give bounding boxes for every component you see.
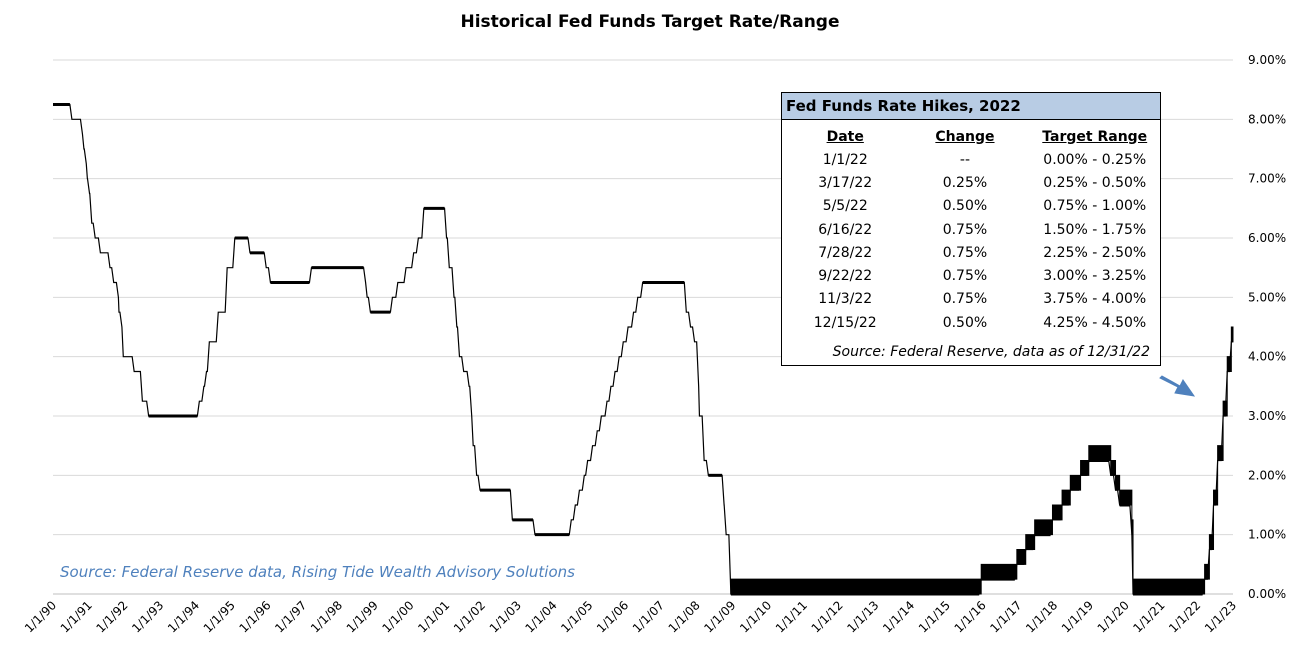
rate-hikes-table: Date Change Target Range 1/1/22 -- 0.00% -…	[790, 125, 1160, 334]
x-tick-label: 1/1/95	[201, 598, 238, 635]
cell-change: 0.50%	[942, 198, 988, 215]
x-tick-label: 1/1/91	[58, 598, 95, 635]
rate-hikes-table-box: Fed Funds Rate Hikes, 2022 Date Change T…	[781, 92, 1161, 366]
table-row: 6/16/22 0.75% 1.50% - 1.75%	[790, 218, 1160, 241]
cell-range: 3.75% - 4.00%	[1043, 291, 1147, 308]
x-tick-label: 1/1/06	[594, 598, 631, 635]
cell-change: 0.75%	[942, 221, 988, 238]
cell-change: 0.75%	[942, 268, 988, 285]
y-tick-label: 4.00%	[1248, 350, 1286, 364]
x-tick-label: 1/1/93	[129, 598, 166, 635]
x-tick-label: 1/1/07	[630, 598, 667, 635]
header-date: Date	[826, 128, 864, 145]
cell-change: 0.75%	[942, 244, 988, 261]
x-tick-label: 1/1/01	[415, 598, 452, 635]
y-tick-label: 5.00%	[1248, 290, 1286, 304]
x-tick-label: 1/1/09	[701, 598, 738, 635]
x-tick-label: 1/1/92	[93, 598, 130, 635]
table-header-row: Date Change Target Range	[790, 125, 1160, 148]
cell-date: 9/22/22	[818, 268, 873, 285]
y-tick-label: 8.00%	[1248, 112, 1286, 126]
pointer-arrow-icon	[1159, 375, 1196, 397]
x-tick-label: 1/1/15	[916, 598, 953, 635]
cell-date: 5/5/22	[822, 198, 868, 215]
y-tick-label: 3.00%	[1248, 409, 1286, 423]
rate-hikes-source: Source: Federal Reserve, data as of 12/3…	[832, 344, 1150, 360]
cell-change: 0.25%	[942, 174, 988, 191]
y-tick-label: 1.00%	[1248, 528, 1286, 542]
x-tick-label: 1/1/00	[379, 598, 416, 635]
x-tick-label: 1/1/11	[773, 598, 810, 635]
cell-range: 0.25% - 0.50%	[1043, 174, 1147, 191]
rate-hikes-table-title: Fed Funds Rate Hikes, 2022	[782, 93, 1160, 120]
x-tick-label: 1/1/98	[308, 598, 345, 635]
x-tick-label: 1/1/96	[236, 598, 273, 635]
x-tick-label: 1/1/13	[844, 598, 881, 635]
x-tick-label: 1/1/10	[737, 598, 774, 635]
x-tick-label: 1/1/23	[1202, 598, 1239, 635]
arrow-icon	[1159, 375, 1196, 397]
table-row: 7/28/22 0.75% 2.25% - 2.50%	[790, 241, 1160, 264]
cell-range: 3.00% - 3.25%	[1043, 268, 1147, 285]
table-row: 5/5/22 0.50% 0.75% - 1.00%	[790, 195, 1160, 218]
x-tick-label: 1/1/94	[165, 598, 202, 635]
cell-range: 4.25% - 4.50%	[1043, 314, 1147, 331]
target-range-band	[730, 326, 1234, 595]
x-axis-ticks: 1/1/901/1/911/1/921/1/931/1/941/1/951/1/…	[22, 598, 1239, 635]
x-tick-label: 1/1/14	[880, 598, 917, 635]
cell-range: 0.00% - 0.25%	[1043, 151, 1147, 168]
cell-change: --	[959, 151, 970, 168]
header-change: Change	[935, 128, 995, 145]
x-tick-label: 1/1/17	[987, 598, 1024, 635]
cell-date: 6/16/22	[818, 221, 873, 238]
table-row: 9/22/22 0.75% 3.00% - 3.25%	[790, 264, 1160, 287]
y-tick-label: 7.00%	[1248, 172, 1286, 186]
cell-change: 0.50%	[942, 314, 988, 331]
cell-date: 12/15/22	[813, 314, 877, 331]
table-row: 3/17/22 0.25% 0.25% - 0.50%	[790, 171, 1160, 194]
x-tick-label: 1/1/04	[523, 598, 560, 635]
table-row: 11/3/22 0.75% 3.75% - 4.00%	[790, 288, 1160, 311]
table-row: 12/15/22 0.50% 4.25% - 4.50%	[790, 311, 1160, 334]
x-tick-label: 1/1/18	[1023, 598, 1060, 635]
x-tick-label: 1/1/22	[1166, 598, 1203, 635]
cell-range: 1.50% - 1.75%	[1043, 221, 1147, 238]
header-target-range: Target Range	[1042, 128, 1148, 145]
x-tick-label: 1/1/97	[272, 598, 309, 635]
table-row: 1/1/22 -- 0.00% - 0.25%	[790, 148, 1160, 171]
fed-funds-line	[53, 103, 1233, 595]
y-tick-label: 2.00%	[1248, 468, 1286, 482]
cell-range: 2.25% - 2.50%	[1043, 244, 1147, 261]
x-tick-label: 1/1/99	[344, 598, 381, 635]
x-tick-label: 1/1/90	[22, 598, 59, 635]
source-note: Source: Federal Reserve data, Rising Tid…	[60, 563, 575, 581]
x-tick-label: 1/1/12	[809, 598, 846, 635]
chart-title: Historical Fed Funds Target Rate/Range	[460, 12, 840, 32]
x-tick-label: 1/1/03	[487, 598, 524, 635]
y-axis-ticks: 0.00% 1.00% 2.00% 3.00% 4.00% 5.00% 6.00% 7.00%…	[1248, 53, 1286, 601]
y-tick-label: 0.00%	[1248, 587, 1286, 601]
x-tick-label: 1/1/16	[952, 598, 989, 635]
y-tick-label: 6.00%	[1248, 231, 1286, 245]
cell-date: 1/1/22	[822, 151, 868, 168]
cell-date: 3/17/22	[818, 174, 873, 191]
cell-change: 0.75%	[942, 291, 988, 308]
x-tick-label: 1/1/05	[558, 598, 595, 635]
x-tick-label: 1/1/20	[1095, 598, 1132, 635]
x-tick-label: 1/1/21	[1130, 598, 1167, 635]
cell-range: 0.75% - 1.00%	[1043, 198, 1147, 215]
fed-funds-series	[53, 103, 1234, 596]
y-tick-label: 9.00%	[1248, 53, 1286, 67]
x-tick-label: 1/1/19	[1059, 598, 1096, 635]
cell-date: 11/3/22	[818, 291, 873, 308]
cell-date: 7/28/22	[818, 244, 873, 261]
x-tick-label: 1/1/02	[451, 598, 488, 635]
x-tick-label: 1/1/08	[666, 598, 703, 635]
